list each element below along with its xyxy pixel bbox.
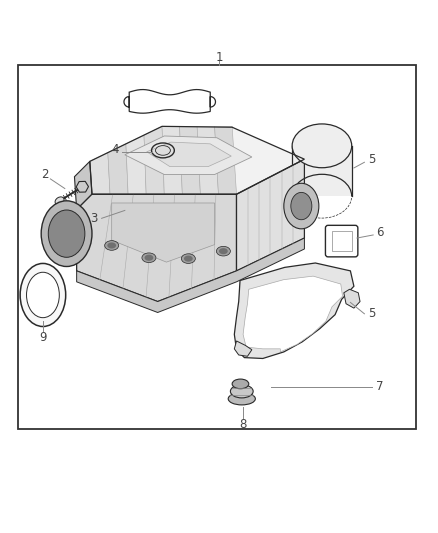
Polygon shape: [197, 126, 219, 194]
Polygon shape: [108, 144, 128, 194]
Text: 3: 3: [91, 212, 98, 225]
Ellipse shape: [55, 197, 64, 205]
Polygon shape: [74, 161, 92, 209]
Ellipse shape: [105, 241, 119, 251]
Polygon shape: [126, 135, 146, 194]
Text: 4: 4: [111, 143, 119, 156]
Ellipse shape: [216, 246, 230, 256]
Polygon shape: [144, 126, 164, 194]
Ellipse shape: [145, 255, 153, 261]
Ellipse shape: [155, 146, 170, 155]
Polygon shape: [147, 142, 231, 167]
Ellipse shape: [184, 255, 193, 262]
Ellipse shape: [292, 124, 352, 168]
FancyBboxPatch shape: [292, 146, 352, 196]
Polygon shape: [162, 126, 182, 194]
Text: 7: 7: [376, 381, 384, 393]
Polygon shape: [77, 238, 304, 312]
Polygon shape: [234, 341, 252, 356]
Ellipse shape: [107, 243, 116, 248]
Text: 2: 2: [41, 168, 49, 181]
Text: 6: 6: [376, 226, 384, 239]
Ellipse shape: [232, 379, 249, 389]
Ellipse shape: [219, 248, 228, 254]
Text: 1: 1: [215, 51, 223, 64]
Ellipse shape: [142, 253, 156, 263]
Polygon shape: [215, 126, 237, 194]
Text: 8: 8: [240, 418, 247, 431]
Polygon shape: [237, 159, 304, 271]
Polygon shape: [243, 276, 343, 352]
Ellipse shape: [48, 210, 85, 257]
Polygon shape: [90, 126, 304, 194]
Polygon shape: [76, 181, 88, 192]
Ellipse shape: [228, 393, 255, 405]
Ellipse shape: [230, 385, 253, 398]
Polygon shape: [90, 152, 110, 194]
Ellipse shape: [181, 254, 195, 263]
Polygon shape: [77, 194, 237, 302]
Polygon shape: [344, 289, 360, 308]
Polygon shape: [125, 136, 252, 174]
Text: 5: 5: [368, 308, 375, 320]
Ellipse shape: [20, 263, 66, 327]
Ellipse shape: [284, 183, 319, 229]
Polygon shape: [180, 126, 201, 194]
Text: 5: 5: [368, 152, 375, 166]
Ellipse shape: [41, 201, 92, 266]
Text: 9: 9: [39, 331, 47, 344]
Ellipse shape: [27, 272, 59, 318]
Polygon shape: [234, 263, 354, 359]
Ellipse shape: [291, 192, 312, 220]
Polygon shape: [112, 203, 215, 262]
